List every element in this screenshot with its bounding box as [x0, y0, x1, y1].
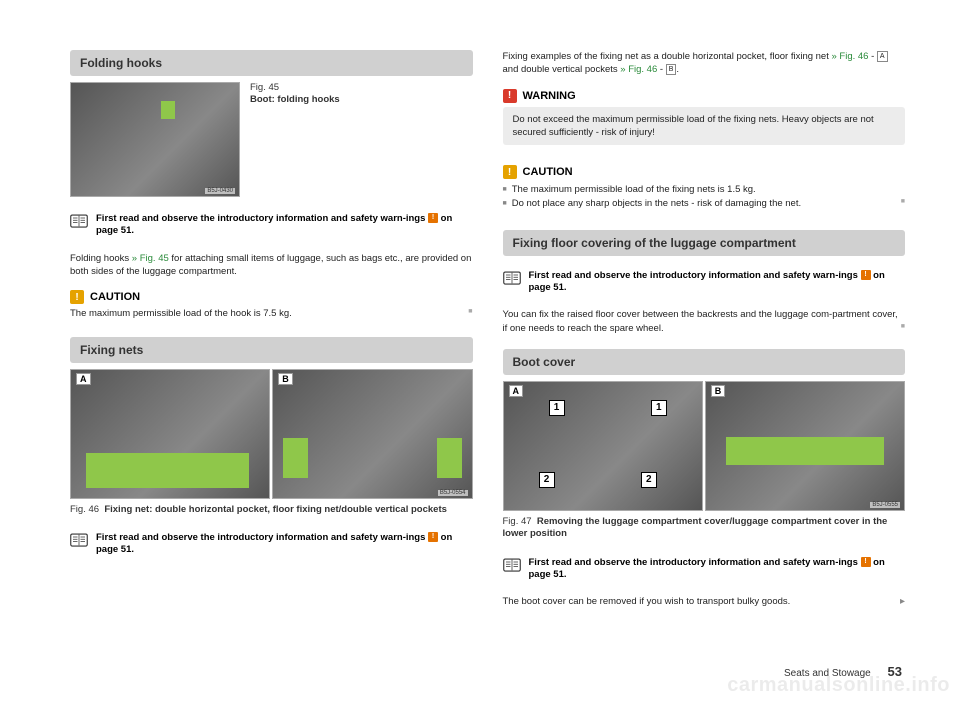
read-observe-block: First read and observe the introductory … — [503, 557, 906, 582]
warning-ref-icon: ! — [428, 532, 438, 542]
warning-ref-icon: ! — [861, 557, 871, 567]
warning-ref-icon: ! — [428, 213, 438, 223]
book-icon — [503, 558, 521, 572]
figure-47-caption: Fig. 47 Removing the luggage compartment… — [503, 516, 906, 541]
right-column: Fixing examples of the fixing net as a d… — [503, 50, 906, 615]
figure-45-image: B5J-0430 — [70, 82, 240, 197]
callout-1: 1 — [651, 400, 667, 416]
figure-47-images: A 1 1 2 2 B B5J-0555 — [503, 381, 906, 511]
figure-47-image-b: B B5J-0555 — [705, 381, 905, 511]
read-observe-text: First read and observe the introductory … — [529, 270, 906, 295]
book-icon — [70, 533, 88, 547]
book-icon — [503, 271, 521, 285]
read-observe-text: First read and observe the introductory … — [529, 557, 906, 582]
image-label: B5J-0430 — [205, 188, 235, 194]
read-observe-block: First read and observe the introductory … — [503, 270, 906, 295]
section-end-icon: ■ — [901, 322, 905, 332]
floor-covering-body: You can fix the raised floor cover betwe… — [503, 308, 906, 335]
read-observe-text: First read and observe the introductory … — [96, 532, 473, 557]
left-column: Folding hooks B5J-0430 Fig. 45 Boot: fol… — [70, 50, 473, 615]
figure-45-caption: Fig. 45 Boot: folding hooks — [250, 82, 340, 107]
section-header-folding-hooks: Folding hooks — [70, 50, 473, 76]
figure-46-image-b: B B5J-0554 — [272, 369, 472, 499]
caution-icon: ! — [503, 165, 517, 179]
figure-47-image-a: A 1 1 2 2 — [503, 381, 703, 511]
figure-46-images: A B B5J-0554 — [70, 369, 473, 499]
read-observe-block: First read and observe the introductory … — [70, 532, 473, 557]
section-end-icon: ■ — [901, 197, 905, 208]
caution-icon: ! — [70, 290, 84, 304]
image-label: B5J-0554 — [438, 490, 468, 496]
caution-list: ■The maximum permissible load of the fix… — [503, 183, 906, 212]
image-label: B5J-0555 — [870, 502, 900, 508]
section-end-icon: ■ — [468, 307, 472, 317]
book-icon — [70, 214, 88, 228]
folding-hooks-body: Folding hooks » Fig. 45 for attaching sm… — [70, 252, 473, 279]
caution-header: ! CAUTION — [70, 290, 473, 304]
continue-icon: ▸ — [900, 595, 905, 609]
page-container: Folding hooks B5J-0430 Fig. 45 Boot: fol… — [0, 0, 960, 635]
watermark: carmanualsonline.info — [727, 674, 950, 697]
warning-body: Do not exceed the maximum permissible lo… — [503, 107, 906, 146]
section-header-boot-cover: Boot cover — [503, 349, 906, 375]
callout-2: 2 — [539, 472, 555, 488]
warning-header: ! WARNING — [503, 89, 906, 103]
figure-46-image-a: A — [70, 369, 270, 499]
warning-block: ! WARNING Do not exceed the maximum perm… — [503, 89, 906, 154]
section-header-floor-covering: Fixing floor covering of the luggage com… — [503, 230, 906, 256]
read-observe-block: First read and observe the introductory … — [70, 213, 473, 238]
caution-block: ! CAUTION The maximum permissible load o… — [70, 290, 473, 320]
figure-45-row: B5J-0430 Fig. 45 Boot: folding hooks — [70, 82, 473, 197]
callout-1: 1 — [549, 400, 565, 416]
boot-cover-body: The boot cover can be removed if you wis… — [503, 595, 906, 609]
section-header-fixing-nets: Fixing nets — [70, 337, 473, 363]
read-observe-text: First read and observe the introductory … — [96, 213, 473, 238]
caution-body: The maximum permissible load of the hook… — [70, 307, 473, 320]
caution-header: ! CAUTION — [503, 165, 906, 179]
fixing-net-intro: Fixing examples of the fixing net as a d… — [503, 50, 906, 77]
figure-46-caption: Fig. 46 Fixing net: double horizontal po… — [70, 504, 473, 516]
warning-icon: ! — [503, 89, 517, 103]
warning-ref-icon: ! — [861, 270, 871, 280]
callout-2: 2 — [641, 472, 657, 488]
caution-block: ! CAUTION ■The maximum permissible load … — [503, 165, 906, 216]
